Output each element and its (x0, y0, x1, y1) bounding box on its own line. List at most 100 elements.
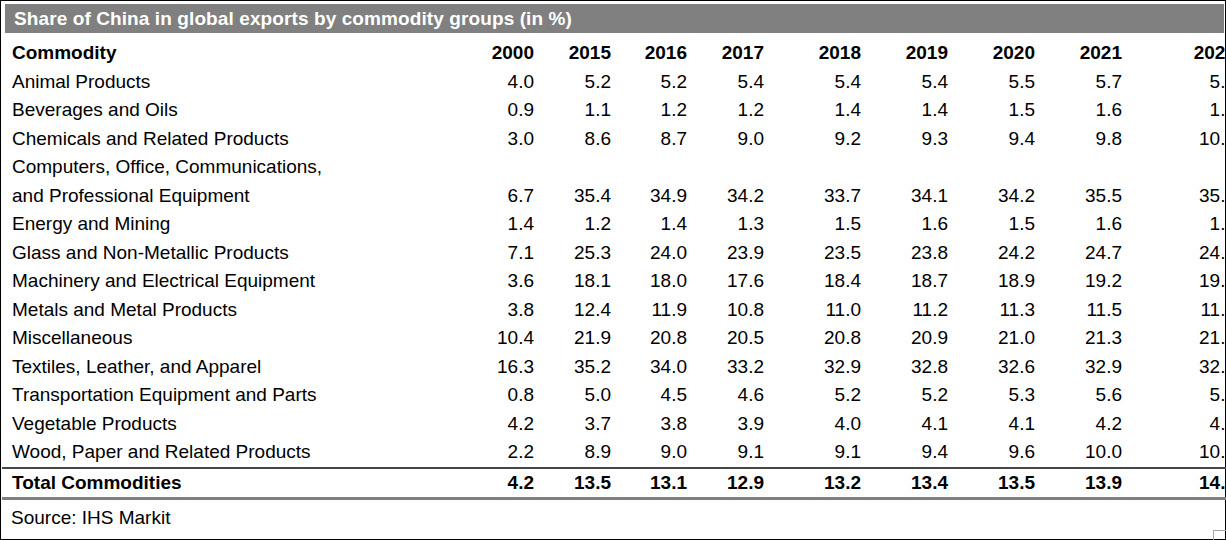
value-cell: 3.6 (439, 267, 534, 296)
frame-corner-mark (1213, 530, 1226, 540)
value-cell: 11.9 (611, 296, 687, 325)
value-cell: 4.1 (861, 410, 948, 439)
commodity-cell: Vegetable Products (2, 410, 439, 439)
value-cell: 1.1 (534, 96, 611, 125)
value-cell: 23.5 (764, 239, 861, 268)
commodity-cell: Chemicals and Related Products (2, 125, 439, 154)
value-cell: 9.1 (687, 438, 764, 468)
value-cell (764, 153, 861, 182)
value-cell: 23.9 (687, 239, 764, 268)
value-cell: 13.2 (764, 468, 861, 499)
value-cell: 10.0 (1035, 438, 1122, 468)
value-cell: 19.5 (1122, 267, 1226, 296)
value-cell: 32.9 (764, 353, 861, 382)
page-title: Share of China in global exports by comm… (5, 8, 572, 30)
value-cell: 3.8 (611, 410, 687, 439)
value-cell (534, 153, 611, 182)
value-cell: 9.8 (1035, 125, 1122, 154)
value-cell: 4.6 (687, 381, 764, 410)
table-row-label-line: Computers, Office, Communications, (2, 153, 1226, 182)
table-row: Beverages and Oils0.91.11.21.21.41.41.51… (2, 96, 1226, 125)
value-cell: 5.4 (687, 68, 764, 97)
value-cell: 9.4 (948, 125, 1035, 154)
value-cell: 19.2 (1035, 267, 1122, 296)
value-cell: 35.2 (534, 353, 611, 382)
value-cell: 21.0 (948, 324, 1035, 353)
value-cell: 8.7 (611, 125, 687, 154)
value-cell: 1.2 (534, 210, 611, 239)
value-cell: 24.7 (1035, 239, 1122, 268)
value-cell: 13.9 (1035, 468, 1122, 499)
value-cell: 9.1 (764, 438, 861, 468)
value-cell (611, 153, 687, 182)
value-cell: 21.3 (1035, 324, 1122, 353)
commodity-cell: Textiles, Leather, and Apparel (2, 353, 439, 382)
commodity-cell: Metals and Metal Products (2, 296, 439, 325)
value-cell (948, 153, 1035, 182)
value-cell: 1.4 (764, 96, 861, 125)
value-cell (1122, 153, 1226, 182)
value-cell (439, 153, 534, 182)
value-cell: 9.0 (687, 125, 764, 154)
value-cell: 13.1 (611, 468, 687, 499)
value-cell: 32.6 (948, 353, 1035, 382)
value-cell: 9.2 (764, 125, 861, 154)
value-cell: 34.0 (611, 353, 687, 382)
table-frame: Share of China in global exports by comm… (0, 0, 1226, 540)
value-cell: 20.9 (861, 324, 948, 353)
value-cell: 1.4 (861, 96, 948, 125)
value-cell: 10.1 (1122, 438, 1226, 468)
value-cell: 8.6 (534, 125, 611, 154)
value-cell: 24.0 (611, 239, 687, 268)
value-cell: 5.2 (764, 381, 861, 410)
value-cell: 7.1 (439, 239, 534, 268)
value-cell: 21.9 (534, 324, 611, 353)
value-cell: 32.9 (1035, 353, 1122, 382)
value-cell: 34.2 (948, 182, 1035, 211)
value-cell: 3.7 (534, 410, 611, 439)
column-header: Commodity (2, 39, 439, 68)
value-cell: 34.2 (687, 182, 764, 211)
value-cell: 4.2 (439, 410, 534, 439)
value-cell: 9.4 (861, 438, 948, 468)
value-cell: 13.5 (534, 468, 611, 499)
value-cell: 10.4 (439, 324, 534, 353)
column-header: 2018 (764, 39, 861, 68)
value-cell: 11.2 (861, 296, 948, 325)
commodity-cell: Total Commodities (2, 468, 439, 499)
value-cell: 4.3 (1122, 410, 1226, 439)
value-cell: 20.8 (611, 324, 687, 353)
table-row: Vegetable Products4.23.73.83.94.04.14.14… (2, 410, 1226, 439)
value-cell: 35.4 (534, 182, 611, 211)
commodity-cell: and Professional Equipment (2, 182, 439, 211)
commodity-cell: Wood, Paper and Related Products (2, 438, 439, 468)
value-cell (861, 153, 948, 182)
value-cell: 6.7 (439, 182, 534, 211)
value-cell: 13.4 (861, 468, 948, 499)
value-cell: 20.8 (764, 324, 861, 353)
value-cell: 11.7 (1122, 296, 1226, 325)
column-header: 2019 (861, 39, 948, 68)
value-cell: 11.0 (764, 296, 861, 325)
commodity-cell: Beverages and Oils (2, 96, 439, 125)
value-cell: 0.8 (439, 381, 534, 410)
commodity-cell: Glass and Non-Metallic Products (2, 239, 439, 268)
value-cell: 5.7 (1122, 68, 1226, 97)
value-cell: 10.0 (1122, 125, 1226, 154)
value-cell: 11.3 (948, 296, 1035, 325)
value-cell: 2.2 (439, 438, 534, 468)
table-row: Wood, Paper and Related Products2.28.99.… (2, 438, 1226, 468)
value-cell: 4.0 (764, 410, 861, 439)
value-cell: 5.5 (948, 68, 1035, 97)
commodity-cell: Computers, Office, Communications, (2, 153, 439, 182)
source-note: Source: IHS Markit (2, 504, 170, 532)
value-cell: 34.1 (861, 182, 948, 211)
value-cell: 5.3 (948, 381, 1035, 410)
value-cell: 1.3 (687, 210, 764, 239)
value-cell: 5.4 (764, 68, 861, 97)
value-cell: 3.8 (439, 296, 534, 325)
table-row: and Professional Equipment6.735.434.934.… (2, 182, 1226, 211)
value-cell: 32.8 (861, 353, 948, 382)
value-cell: 4.5 (611, 381, 687, 410)
value-cell: 34.9 (611, 182, 687, 211)
